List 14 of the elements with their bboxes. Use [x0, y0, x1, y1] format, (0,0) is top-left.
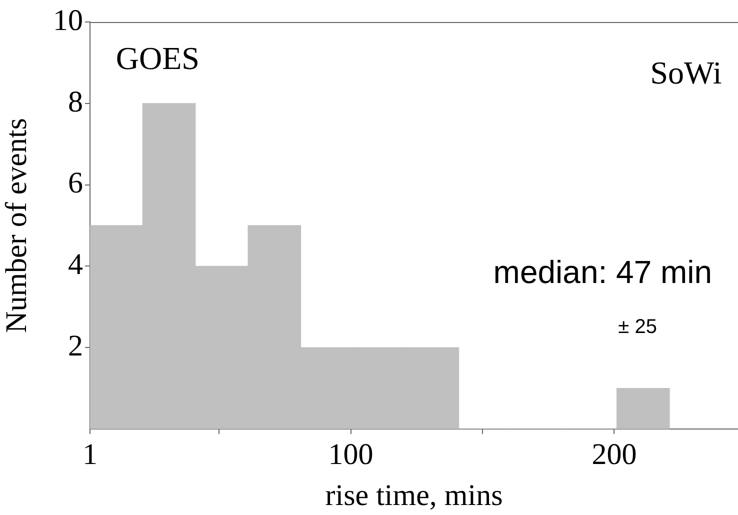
x-axis-title: rise time, mins	[325, 478, 503, 512]
y-axis-title: Number of events	[0, 118, 33, 333]
x-tick-label: 200	[592, 438, 637, 471]
y-tick-label: 6	[68, 166, 83, 200]
annotation: SoWi	[650, 54, 722, 90]
annotation: GOES	[116, 40, 200, 76]
y-tick-label: 4	[68, 248, 83, 282]
annotation: ± 25	[618, 316, 657, 338]
y-tick-label: 10	[53, 4, 83, 37]
x-tick-label: 100	[328, 438, 374, 471]
y-tick-label: 2	[68, 329, 83, 362]
annotation: median: 47 min	[493, 254, 712, 290]
x-tick-label: 1	[82, 438, 98, 471]
y-tick-label: 8	[68, 85, 83, 118]
